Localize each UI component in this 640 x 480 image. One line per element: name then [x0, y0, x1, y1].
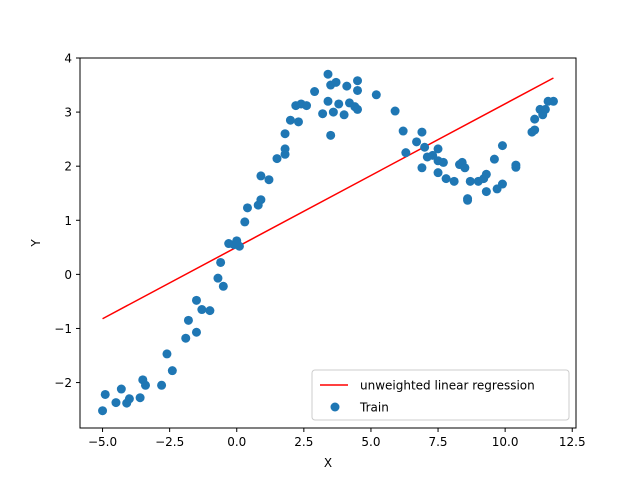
x-tick-label: 5.0	[361, 435, 380, 449]
axes-frame	[79, 57, 577, 429]
train-point	[116, 384, 126, 394]
y-tick-label: −2	[54, 376, 72, 390]
y-axis-label: Y	[29, 239, 43, 248]
train-point	[481, 169, 491, 179]
train-point	[497, 179, 507, 189]
train-point	[530, 125, 540, 135]
train-point	[353, 104, 363, 114]
train-point	[162, 349, 172, 359]
train-point	[465, 176, 475, 186]
train-point	[100, 389, 110, 399]
legend-entry-regression: unweighted linear regression	[360, 379, 535, 393]
train-point	[390, 106, 400, 116]
y-tick-label: 1	[64, 214, 72, 228]
train-point	[240, 217, 250, 227]
plot-area	[98, 69, 558, 416]
train-point	[218, 281, 228, 291]
y-tick-label: 3	[64, 106, 72, 120]
x-tick-label: 7.5	[428, 435, 447, 449]
train-point	[489, 154, 499, 164]
train-point	[433, 144, 443, 154]
x-tick-label: −2.5	[155, 435, 184, 449]
train-point	[256, 195, 266, 205]
train-point	[323, 96, 333, 106]
x-tick-label: 0.0	[227, 435, 246, 449]
train-point	[463, 195, 473, 205]
train-point	[310, 87, 320, 97]
train-point	[280, 144, 290, 154]
train-point	[449, 176, 459, 186]
x-axis-label: X	[324, 456, 332, 470]
train-point	[135, 393, 145, 403]
train-point	[328, 107, 338, 117]
train-point	[124, 394, 134, 404]
y-tick-label: −1	[54, 322, 72, 336]
train-point	[323, 69, 333, 79]
train-point	[213, 273, 223, 283]
train-point	[548, 96, 558, 106]
train-point	[398, 126, 408, 136]
train-point	[371, 90, 381, 100]
train-point	[420, 142, 430, 152]
train-point	[417, 127, 427, 137]
x-tick-label: −5.0	[88, 435, 117, 449]
train-point	[140, 380, 150, 390]
train-point	[157, 380, 167, 390]
train-point	[272, 154, 282, 164]
legend-marker-train	[330, 402, 340, 412]
train-point	[334, 99, 344, 109]
y-tick-label: 2	[64, 160, 72, 174]
axis-ticks: −5.0 −2.5 0.0 2.5 5.0 7.5 10.0 12.5 −2 −1 0 1 2 3 4	[54, 52, 585, 450]
train-point	[540, 104, 550, 114]
train-point	[497, 141, 507, 151]
train-point	[293, 117, 303, 127]
legend: unweighted linear regression Train	[311, 369, 570, 421]
train-point	[441, 174, 451, 184]
train-point	[530, 114, 540, 124]
train-point	[339, 110, 349, 120]
train-point	[331, 77, 341, 87]
train-point	[197, 305, 207, 315]
regression-line	[102, 77, 554, 320]
y-tick-label: 0	[64, 268, 72, 282]
train-point	[234, 241, 244, 251]
train-point	[481, 187, 491, 197]
train-point	[285, 115, 295, 125]
train-point	[111, 398, 121, 408]
train-point	[191, 327, 201, 337]
x-tick-label: 10.0	[492, 435, 519, 449]
train-point	[438, 157, 448, 167]
train-point	[511, 160, 521, 170]
train-point	[280, 129, 290, 139]
train-point	[183, 315, 193, 325]
train-point	[353, 85, 363, 95]
train-point	[256, 171, 266, 181]
train-point	[181, 333, 191, 343]
train-point	[401, 148, 411, 158]
legend-box	[311, 369, 570, 421]
train-point	[433, 168, 443, 178]
train-point	[326, 130, 336, 140]
train-point	[191, 295, 201, 305]
train-point	[412, 137, 422, 147]
legend-entry-train: Train	[359, 401, 389, 415]
train-point	[242, 203, 252, 213]
train-point	[342, 81, 352, 91]
train-point	[353, 76, 363, 86]
x-tick-label: 12.5	[559, 435, 586, 449]
y-tick-label: 4	[64, 52, 72, 66]
train-point	[264, 175, 274, 185]
train-point	[216, 257, 226, 267]
train-point	[98, 406, 108, 416]
train-point	[167, 366, 177, 376]
train-point	[302, 101, 312, 111]
train-point	[205, 306, 215, 316]
x-tick-label: 2.5	[294, 435, 313, 449]
train-point	[318, 109, 328, 119]
train-point	[460, 163, 470, 173]
train-point	[417, 163, 427, 173]
